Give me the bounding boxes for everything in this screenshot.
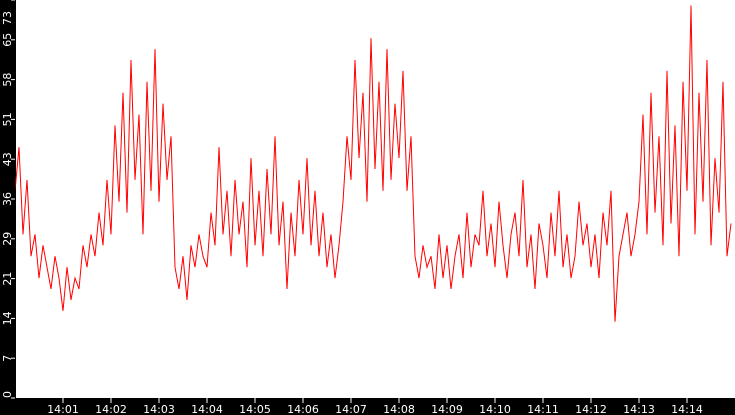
x-tick-label: 14:01 xyxy=(47,403,79,415)
y-tick-label: 51 xyxy=(1,112,14,126)
x-tick-label: 14:02 xyxy=(95,403,127,415)
x-tick-label: 14:08 xyxy=(383,403,415,415)
y-tick-label: 36 xyxy=(1,192,14,206)
y-tick-label: 73 xyxy=(1,11,14,25)
y-tick-label: 21 xyxy=(1,272,14,286)
y-tick-label: 14 xyxy=(1,311,14,325)
series-layer xyxy=(14,5,732,322)
y-tick-label: 65 xyxy=(1,33,14,47)
x-tick-label: 14:12 xyxy=(575,403,607,415)
y-tick-label: 58 xyxy=(1,73,14,87)
x-tick-label: 14:13 xyxy=(623,403,655,415)
y-tick-label: 29 xyxy=(1,232,14,246)
x-tick-label: 14:07 xyxy=(335,403,367,415)
y-tick-label: 0 xyxy=(1,391,14,398)
series-line-0 xyxy=(14,5,732,322)
x-tick-label: 14:06 xyxy=(287,403,319,415)
x-tick-label: 14:05 xyxy=(239,403,271,415)
y-tick-label: 43 xyxy=(1,152,14,166)
x-tick-label: 14:11 xyxy=(527,403,559,415)
x-tick-label: 14:14 xyxy=(671,403,703,415)
y-axis: 0 7 14 21 29 36 43 51 58 65 73 xyxy=(1,0,16,399)
x-axis: 14:01 14:02 14:03 14:04 14:05 14:06 14:07 14:08… xyxy=(47,398,703,415)
x-tick-label: 14:03 xyxy=(143,403,175,415)
x-tick-label: 14:04 xyxy=(191,403,223,415)
plot-area xyxy=(16,0,735,398)
x-tick-label: 14:10 xyxy=(479,403,511,415)
y-tick-label: 7 xyxy=(1,355,14,362)
x-tick-label: 14:09 xyxy=(431,403,463,415)
